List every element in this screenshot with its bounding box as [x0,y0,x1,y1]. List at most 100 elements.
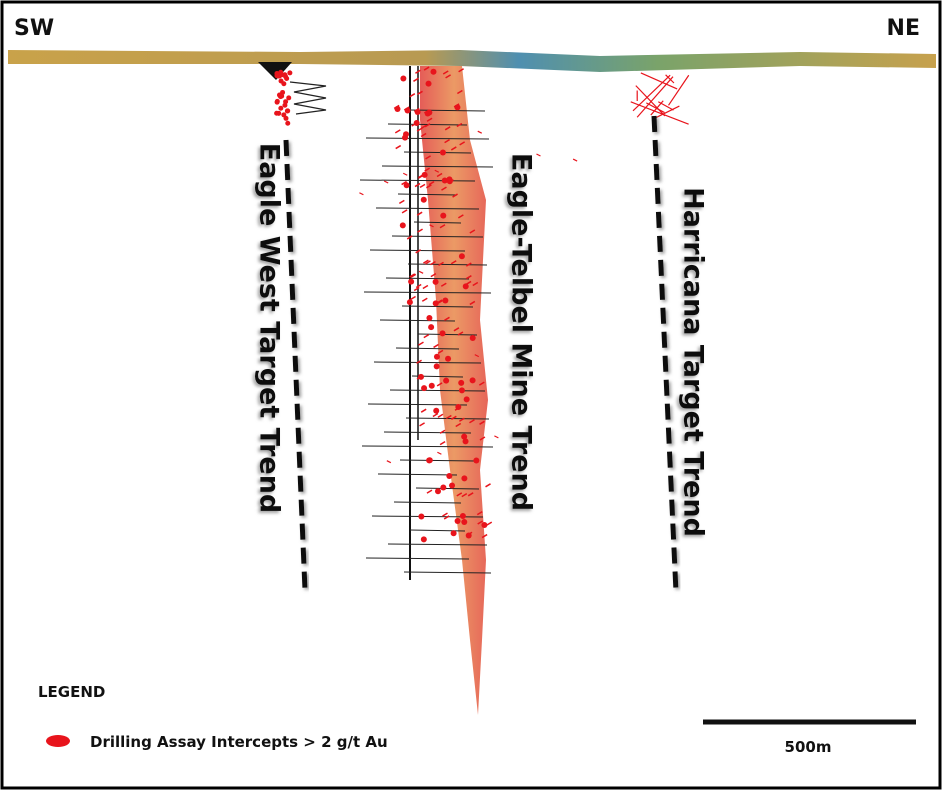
drill-hole [403,151,472,154]
intercept [419,422,425,427]
intercept [459,512,466,519]
intercept [444,126,451,131]
intercept [425,260,431,265]
intercept [668,74,690,106]
intercept [416,211,423,216]
intercept [401,180,407,186]
intercept [442,297,449,304]
intercept [454,517,461,524]
drill-hole [403,571,492,574]
intercept [485,483,491,488]
intercept [433,353,440,360]
intercept [457,331,464,336]
intercept [462,438,469,445]
intercept [646,102,665,114]
intercept [454,406,461,411]
intercept [403,182,410,189]
intercept [461,518,468,525]
intercept [406,235,413,240]
intercept [286,95,292,101]
intercept [359,192,364,196]
intercept [274,70,280,76]
surface-topography [8,50,936,72]
intercept [425,155,431,160]
intercept [420,408,427,413]
drill-hole [379,319,456,322]
intercept [282,72,288,78]
intercept [440,212,447,219]
intercept [476,510,483,516]
trend-line [283,139,308,591]
drill-hole [417,333,478,336]
intercept [640,72,678,90]
intercept [402,172,408,176]
drill-hole [391,235,484,238]
intercept [472,281,479,287]
intercept [536,153,541,157]
drill-hole [395,347,460,350]
trend-label: Harricana Target Trend [678,187,709,537]
intercept [414,108,421,115]
intercept [446,473,453,480]
intercept [395,144,402,150]
intercept [415,249,422,254]
intercept [456,492,463,497]
drill-hole [409,109,486,112]
intercept [419,183,426,188]
intercept [441,177,448,184]
intercept [445,355,452,362]
intercept [478,381,485,386]
intercept [426,117,433,122]
intercept [457,214,464,219]
intercept [450,260,457,265]
intercept [632,74,671,112]
intercept [430,68,437,75]
drill-hole [359,179,476,182]
intercept [469,334,476,341]
intercept [417,373,424,380]
intercept [432,278,439,285]
intercept [448,179,454,184]
intercept [420,132,427,138]
intercept [411,122,418,127]
intercept [415,283,422,289]
intercept [441,186,447,191]
intercept [429,224,434,228]
intercept [477,520,484,525]
intercept [462,283,469,290]
intercept [432,300,439,307]
drill-hole [381,165,494,168]
intercept [430,272,437,278]
intercept [454,104,461,111]
intercept [439,330,446,337]
intercept [394,105,401,112]
intercept [434,488,441,495]
intercept [428,324,435,331]
open-pit [258,62,292,80]
intercept [409,273,416,278]
intercept [414,182,421,188]
legend-symbol [46,735,70,747]
drill-hole [415,487,480,490]
intercept [421,124,427,129]
intercept [477,130,483,134]
intercept [459,141,466,146]
intercept [418,341,424,346]
intercept [473,457,480,464]
intercept [436,172,443,178]
intercept [386,460,392,464]
intercept [440,282,447,287]
intercept [461,475,468,482]
intercept [428,181,435,186]
intercept [418,270,424,274]
intercept [665,74,675,84]
intercept [399,222,406,229]
direction-label: SW [14,16,54,41]
intercept [415,69,421,74]
intercept [636,76,674,118]
intercept [430,261,436,266]
intercept [458,379,465,386]
intercept [437,349,444,355]
intercept [418,513,425,520]
